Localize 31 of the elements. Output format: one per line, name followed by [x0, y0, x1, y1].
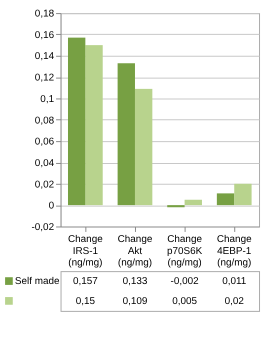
bar: [184, 200, 202, 206]
y-tick-label: 0,04: [34, 158, 55, 169]
data-label: -0,002: [170, 276, 200, 288]
bar: [234, 184, 252, 206]
y-tick-label: 0,06: [34, 136, 55, 148]
data-label: 0,157: [72, 276, 98, 288]
data-label: 0,109: [122, 296, 148, 307]
data-label: 0,15: [76, 296, 96, 307]
x-tick-label: Change Akt (ng/mg): [118, 234, 153, 269]
x-tick-label: Change 4EBP-1 (ng/mg): [216, 234, 252, 269]
data-label: 0,02: [224, 296, 244, 307]
bar: [68, 38, 86, 206]
bar: [216, 193, 234, 206]
data-label: 0,011: [222, 276, 247, 288]
y-tick-label: 0,16: [34, 30, 55, 41]
x-tick-label: Change p70S6K (ng/mg): [166, 234, 203, 269]
y-tick-label: 0,14: [34, 51, 55, 62]
data-label: 0,133: [122, 276, 148, 288]
y-tick-label: -0,02: [31, 222, 55, 233]
y-tick-label: 0: [48, 200, 55, 212]
data-label: 0,005: [172, 296, 198, 307]
bar: [134, 88, 152, 206]
y-tick-label: 0,18: [34, 8, 55, 20]
y-tick-label: 0,08: [34, 115, 55, 126]
legend-label: Self made: [14, 276, 60, 288]
bar: [85, 45, 103, 206]
y-tick-label: 0,1: [40, 94, 55, 105]
bar: [118, 63, 135, 206]
y-tick-label: 0,02: [34, 179, 55, 190]
x-tick-label: Change IRS-1 (ng/mg): [68, 234, 104, 269]
y-tick-label: 0,12: [34, 72, 55, 84]
